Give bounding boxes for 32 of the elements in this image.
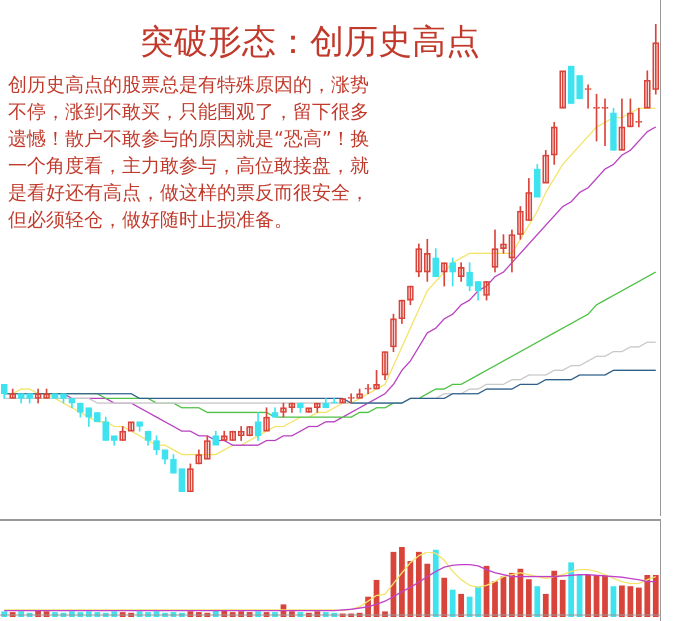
bar (441, 578, 448, 617)
bar (500, 576, 506, 617)
bar (610, 586, 616, 617)
bar (424, 564, 430, 617)
bar (399, 547, 405, 617)
bar (450, 590, 456, 617)
bar (475, 586, 481, 617)
bar (390, 552, 396, 617)
bar (652, 575, 659, 617)
bar (576, 574, 582, 617)
bar (619, 586, 625, 617)
bar (466, 596, 472, 617)
bar (374, 580, 380, 617)
bar (585, 575, 591, 617)
bar (636, 588, 642, 617)
bar (551, 570, 558, 617)
bar (492, 581, 498, 617)
bar (484, 566, 490, 617)
bar (542, 594, 549, 617)
bar (602, 575, 608, 617)
bar (594, 575, 600, 617)
bar (458, 594, 464, 617)
bar (509, 572, 515, 617)
bar (560, 580, 566, 617)
annotation: 创历史高点的股票总是有特殊原因的，涨势不停，涨到不敢买，只能围观了，留下很多遗憾！散户不敢参与的原因就是“恐高”！换一个角度看，主力敢参与，高位敢接盘，就是看好还有高点，做这样的票反而很安全，但必须轻仓，做好随时止损准备。 (8, 73, 371, 233)
bar (628, 586, 634, 617)
chart-title: 突破形态：创历史高点 (139, 22, 481, 62)
bar (534, 586, 540, 617)
bar (518, 568, 524, 617)
bar (408, 561, 414, 617)
bar (432, 550, 439, 617)
bar (526, 579, 532, 617)
